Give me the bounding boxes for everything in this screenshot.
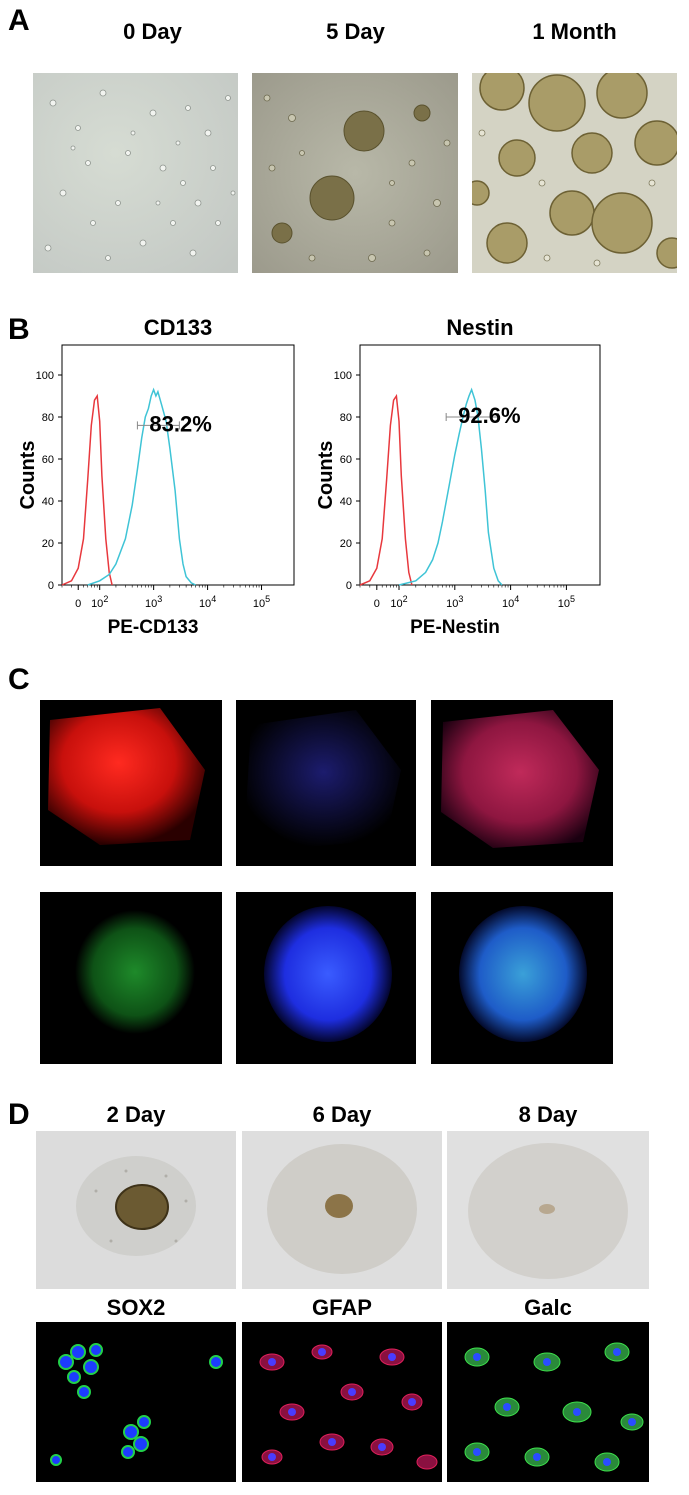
caption-8-day: 8 Day	[518, 1102, 578, 1127]
fluorescence-merge-2	[431, 892, 613, 1064]
micrograph-2-day	[36, 1131, 236, 1289]
micrograph-0-day	[33, 73, 238, 273]
y-tick-label: 40	[340, 496, 352, 508]
y-tick-label: 100	[334, 370, 352, 382]
y-tick-label: 60	[42, 454, 54, 466]
plot-frame	[61, 344, 295, 586]
x-axis-label: PE-CD133	[108, 617, 199, 638]
label-cd133: CD133	[44, 844, 88, 860]
fluorescence-dapi-2: DAPI	[236, 892, 416, 1064]
caption-0-day: 0 Day	[123, 19, 182, 44]
isotype-control-histogram	[359, 393, 413, 586]
label-dapi-2: DAPI	[240, 1042, 276, 1058]
label-nestin: Nestin	[44, 1042, 84, 1058]
y-tick-label: 80	[340, 412, 352, 424]
x-tick-label: 103	[145, 594, 162, 610]
caption-6-day: 6 Day	[312, 1102, 372, 1127]
caption-1-month: 1 Month	[532, 19, 617, 44]
flow-cytometry-charts: CD133 0 20 40 60 80 100 Counts 0 102 103 104 105 PE-C…	[17, 315, 601, 638]
y-axis-label: Counts	[315, 441, 337, 510]
y-tick-label: 100	[36, 370, 54, 382]
fluorescence-nestin: Nestin	[40, 892, 222, 1064]
fluorescence-merge-1	[431, 700, 613, 866]
y-axis-label: Counts	[17, 441, 39, 510]
gate-percentage: 83.2%	[149, 411, 211, 436]
stained-sample-histogram	[87, 387, 196, 586]
x-axis-label: PE-Nestin	[410, 617, 500, 638]
panel-a-letter: A	[8, 4, 30, 37]
y-tick-label: 0	[346, 580, 352, 592]
y-tick-label: 20	[340, 538, 352, 550]
plot-frame	[359, 344, 601, 586]
y-tick-label: 20	[42, 538, 54, 550]
chart-title: CD133	[144, 315, 212, 340]
x-tick-label: 104	[502, 594, 519, 610]
fluorescence-galc	[447, 1322, 649, 1482]
caption-sox2: SOX2	[106, 1295, 166, 1320]
x-tick-label: 102	[91, 594, 108, 610]
x-tick-label: 105	[558, 594, 575, 610]
fluorescence-cd133: CD133	[40, 700, 222, 866]
caption-5-day: 5 Day	[326, 19, 385, 44]
panel-c-letter: C	[8, 663, 30, 696]
x-tick-label: 105	[253, 594, 270, 610]
panel-b-letter: B	[8, 313, 30, 346]
y-tick-label: 0	[48, 580, 54, 592]
stained-sample-histogram	[398, 387, 503, 586]
gate-percentage: 92.6%	[458, 403, 520, 428]
y-tick-label: 60	[340, 454, 352, 466]
fluorescence-sox2	[36, 1322, 236, 1482]
histogram-cd133: CD133 0 20 40 60 80 100 Counts 0 102 103 104 105 PE-C…	[17, 315, 295, 638]
micrograph-1-month	[472, 73, 677, 273]
caption-gfap: GFAP	[312, 1295, 372, 1320]
label-dapi-1: DAPI	[240, 844, 276, 860]
caption-galc: Galc	[524, 1295, 572, 1320]
micrograph-6-day	[242, 1131, 442, 1289]
histogram-nestin: Nestin 0 20 40 60 80 100 Counts 0 102 103 104 105 PE-…	[315, 315, 601, 638]
micrograph-5-day	[252, 73, 458, 273]
y-tick-label: 80	[42, 412, 54, 424]
micrograph-8-day	[447, 1131, 649, 1289]
chart-title: Nestin	[446, 315, 513, 340]
isotype-control-histogram	[61, 393, 113, 586]
y-tick-label: 40	[42, 496, 54, 508]
caption-2-day: 2 Day	[106, 1102, 166, 1127]
fluorescence-gfap	[242, 1322, 442, 1482]
x-tick-label: 0	[374, 598, 380, 610]
x-tick-label: 104	[199, 594, 216, 610]
panel-d-letter: D	[8, 1098, 30, 1131]
fluorescence-dapi-1: DAPI	[236, 700, 416, 866]
x-tick-label: 0	[75, 598, 81, 610]
x-tick-label: 102	[390, 594, 407, 610]
x-tick-label: 103	[446, 594, 463, 610]
